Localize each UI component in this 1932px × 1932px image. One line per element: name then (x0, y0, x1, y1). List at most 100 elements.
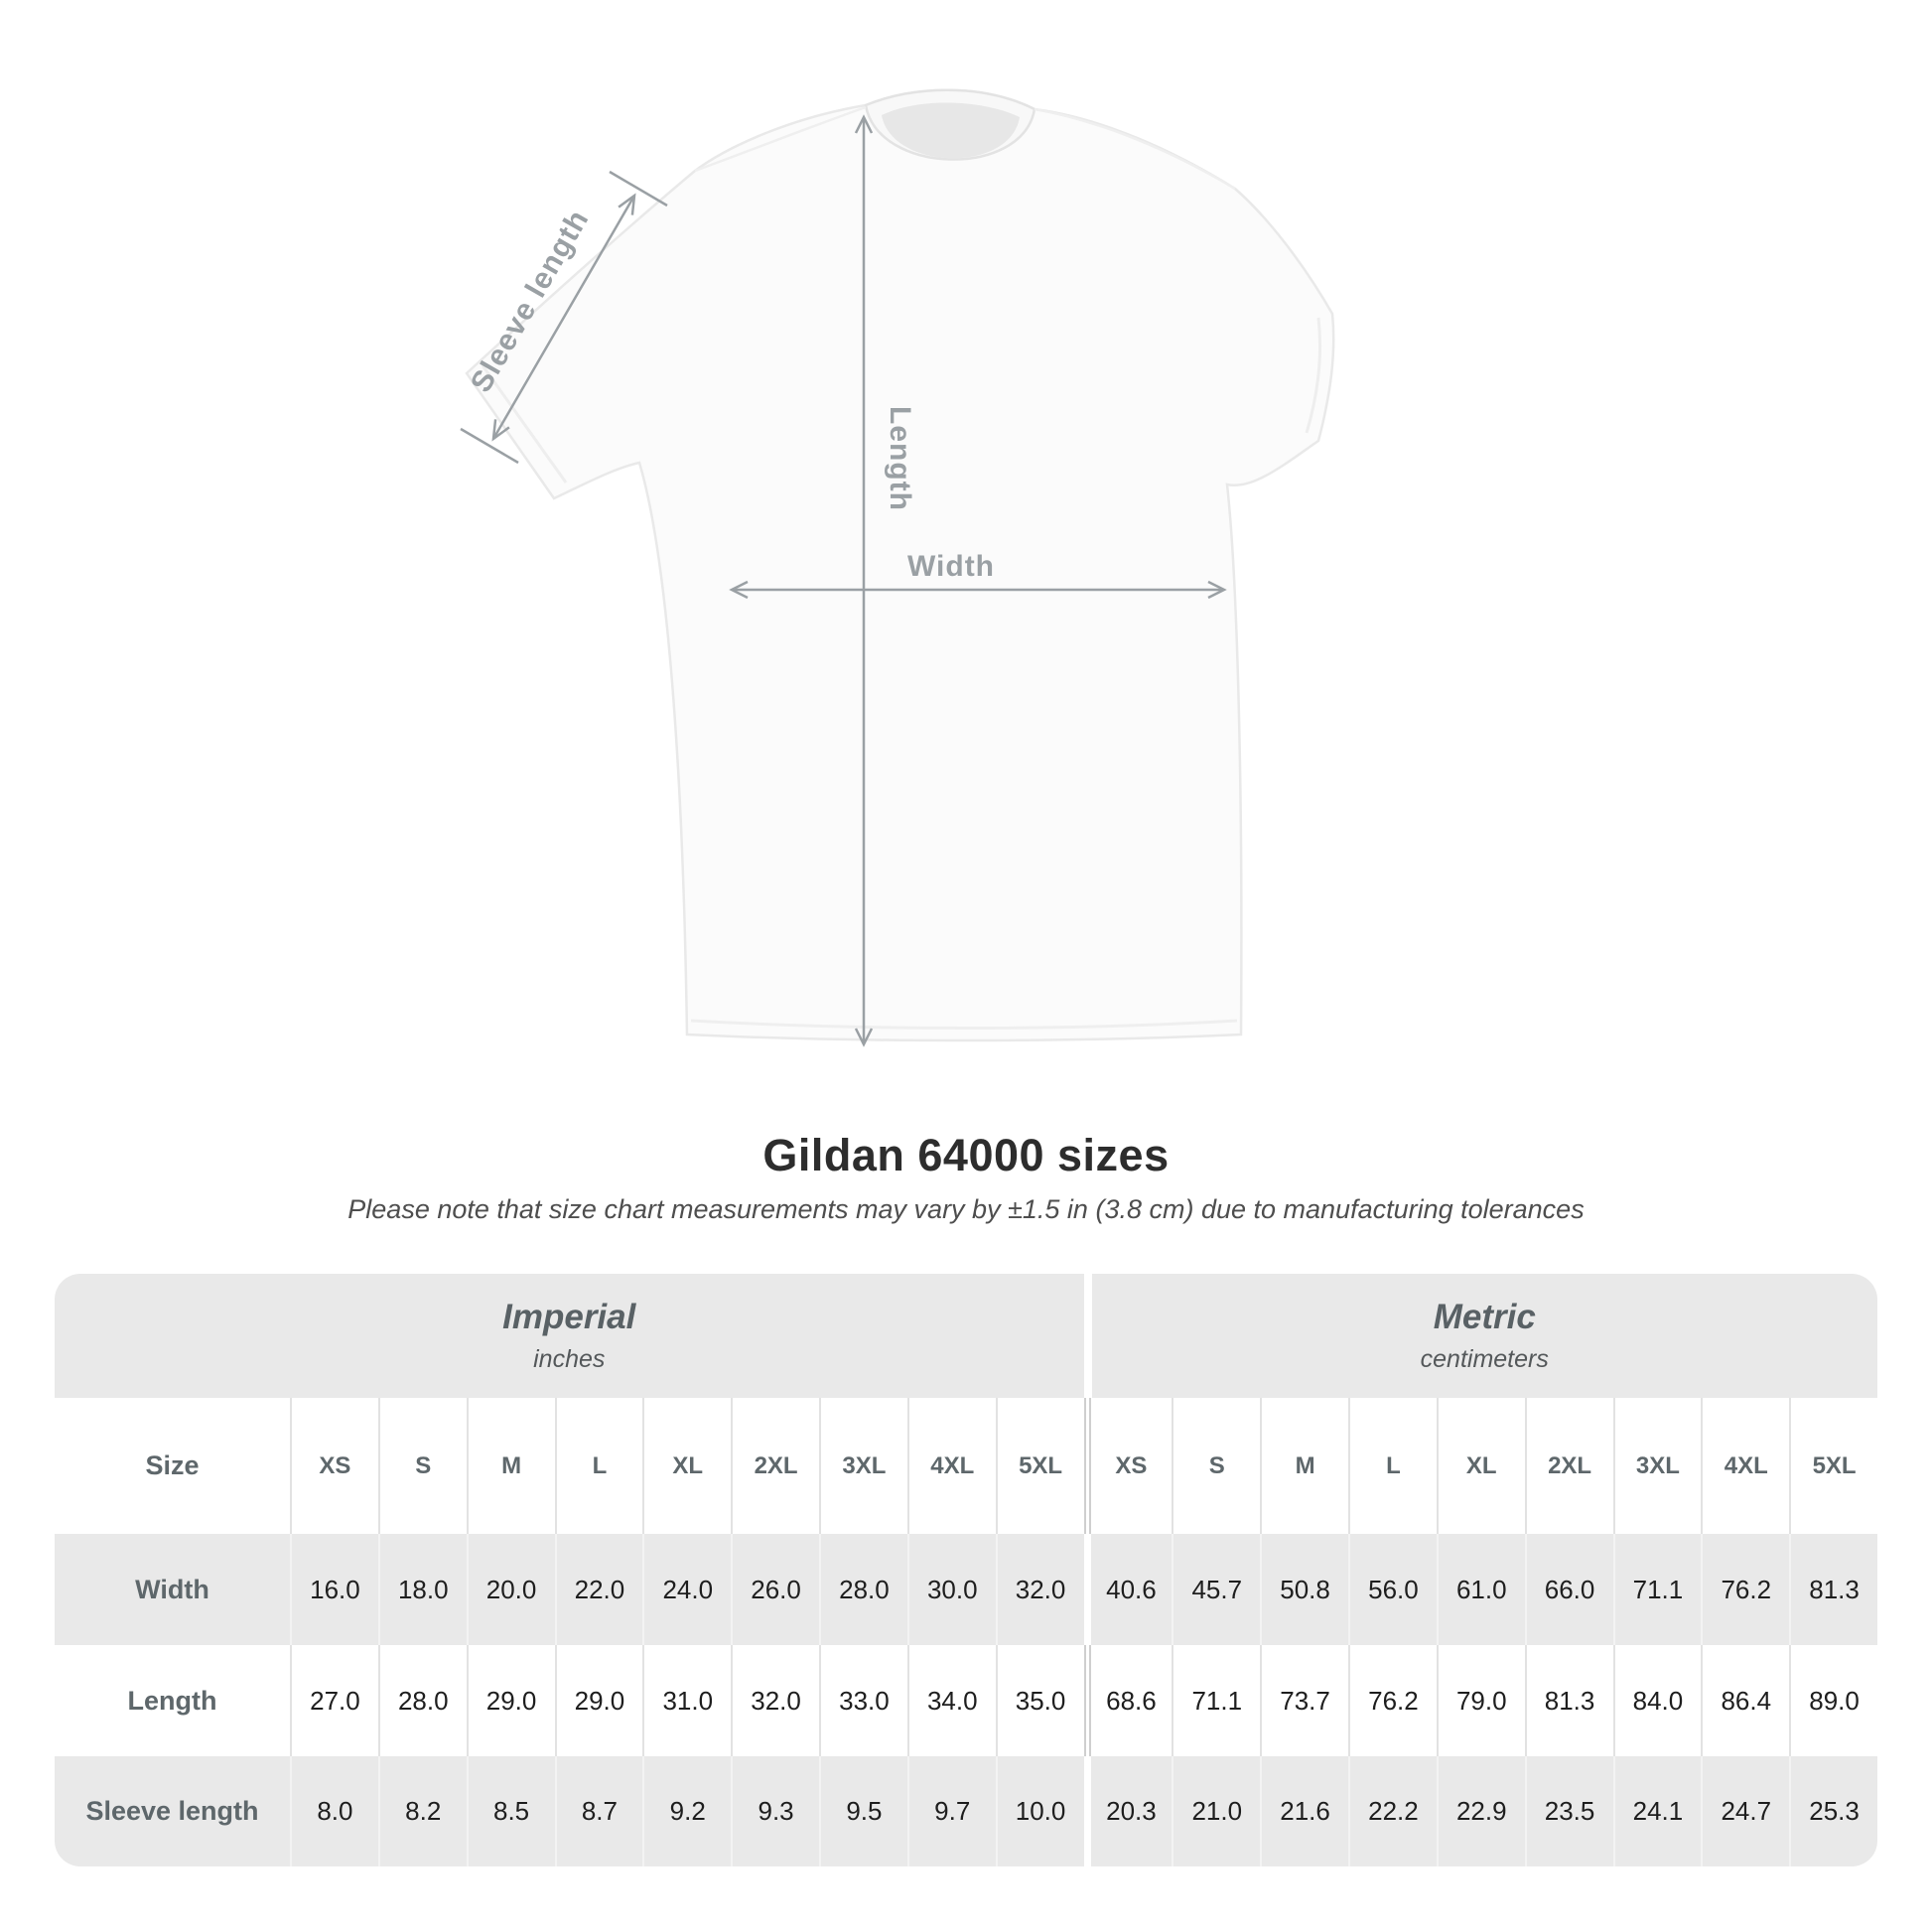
arrowhead-down (854, 1028, 874, 1047)
arrowhead-up-right (618, 193, 636, 215)
length-imperial-xl: 31.0 (642, 1645, 732, 1756)
length-annotation: Length (854, 114, 916, 1047)
width-imperial-l: 22.0 (554, 1534, 643, 1645)
end-cap-top (609, 170, 668, 207)
metric-band: Metric centimeters (1083, 1274, 1877, 1398)
size-header-metric-4xl: 4XL (1701, 1398, 1790, 1534)
width-metric-3xl: 71.1 (1612, 1534, 1702, 1645)
tshirt-illustration (465, 88, 1335, 1042)
length-metric-2xl: 81.3 (1524, 1645, 1613, 1756)
sleeve-length-imperial-5xl: 10.0 (995, 1756, 1084, 1866)
width-imperial-3xl: 28.0 (819, 1534, 907, 1645)
sleeve-length-metric-5xl: 25.3 (1789, 1756, 1877, 1866)
width-metric-l: 56.0 (1348, 1534, 1437, 1645)
width-metric-s: 45.7 (1172, 1534, 1261, 1645)
sleeve-length-imperial-4xl: 9.7 (906, 1756, 996, 1866)
width-metric-xl: 61.0 (1436, 1534, 1525, 1645)
size-header-imperial-xs: XS (290, 1398, 378, 1534)
size-header-metric-5xl: 5XL (1789, 1398, 1877, 1534)
width-imperial-m: 20.0 (466, 1534, 555, 1645)
length-metric-m: 73.7 (1260, 1645, 1348, 1756)
sleeve-length-metric-4xl: 24.7 (1701, 1756, 1790, 1866)
size-header-metric-3xl: 3XL (1612, 1398, 1702, 1534)
imperial-band-title: Imperial (502, 1298, 636, 1336)
sleeve-length-metric-xl: 22.9 (1436, 1756, 1525, 1866)
sleeve-length-metric-m: 21.6 (1260, 1756, 1348, 1866)
tshirt-body (465, 88, 1335, 1042)
arrowhead-up (854, 114, 874, 134)
width-metric-5xl: 81.3 (1789, 1534, 1877, 1645)
width-imperial-4xl: 30.0 (906, 1534, 996, 1645)
width-metric-4xl: 76.2 (1701, 1534, 1790, 1645)
length-metric-l: 76.2 (1348, 1645, 1437, 1756)
size-corner-label: Size (55, 1398, 290, 1534)
length-metric-3xl: 84.0 (1612, 1645, 1702, 1756)
length-imperial-m: 29.0 (466, 1645, 555, 1756)
length-metric-4xl: 86.4 (1701, 1645, 1790, 1756)
length-label: Length (884, 406, 916, 511)
sleeve-length-metric-3xl: 24.1 (1612, 1756, 1702, 1866)
sleeve-length-metric-xs: 20.3 (1083, 1756, 1173, 1866)
size-header-metric-xs: XS (1083, 1398, 1173, 1534)
width-annotation: Width (729, 550, 1227, 600)
size-header-metric-s: S (1172, 1398, 1261, 1534)
sleeve-length-imperial-m: 8.5 (466, 1756, 555, 1866)
width-imperial-2xl: 26.0 (731, 1534, 819, 1645)
size-header-imperial-l: L (554, 1398, 643, 1534)
bottom-hem-seam (690, 1019, 1238, 1030)
end-cap-bottom (460, 427, 519, 465)
sleeve-length-arrow (491, 195, 636, 440)
page-title: Gildan 64000 sizes (762, 1130, 1170, 1180)
arrowhead-right (1207, 580, 1227, 600)
length-imperial-s: 28.0 (377, 1645, 467, 1756)
tshirt-collar-opening (882, 102, 1020, 159)
length-imperial-4xl: 34.0 (906, 1645, 996, 1756)
row-label-length: Length (55, 1645, 290, 1756)
width-imperial-s: 18.0 (377, 1534, 467, 1645)
length-metric-xl: 79.0 (1436, 1645, 1525, 1756)
imperial-band: Imperial inches (55, 1274, 1084, 1398)
size-header-metric-xl: XL (1436, 1398, 1525, 1534)
size-header-metric-l: L (1348, 1398, 1437, 1534)
size-header-metric-m: M (1260, 1398, 1348, 1534)
length-metric-5xl: 89.0 (1789, 1645, 1877, 1756)
shoulder-seam-left (694, 105, 867, 173)
width-imperial-xl: 24.0 (642, 1534, 732, 1645)
size-header-imperial-m: M (466, 1398, 555, 1534)
sleeve-length-imperial-xs: 8.0 (290, 1756, 378, 1866)
arrowhead-left (729, 580, 749, 600)
size-header-imperial-5xl: 5XL (995, 1398, 1084, 1534)
imperial-band-unit: inches (533, 1345, 606, 1373)
arrowhead-down-left (491, 419, 510, 442)
width-metric-2xl: 66.0 (1524, 1534, 1613, 1645)
length-imperial-l: 29.0 (554, 1645, 643, 1756)
sleeve-length-imperial-l: 8.7 (554, 1756, 643, 1866)
sleeve-length-imperial-2xl: 9.3 (731, 1756, 819, 1866)
width-metric-xs: 40.6 (1083, 1534, 1173, 1645)
sleeve-length-imperial-xl: 9.2 (642, 1756, 732, 1866)
shoulder-seam-right (1034, 107, 1236, 191)
size-header-imperial-4xl: 4XL (906, 1398, 996, 1534)
width-metric-m: 50.8 (1260, 1534, 1348, 1645)
row-label-sleeve-length: Sleeve length (55, 1756, 290, 1866)
size-header-metric-2xl: 2XL (1524, 1398, 1613, 1534)
size-table: Imperial inches Metric centimeters Size X… (55, 1274, 1877, 1866)
sleeve-length-imperial-s: 8.2 (377, 1756, 467, 1866)
tshirt-measurement-diagram: Sleeve length Length Width (460, 88, 1335, 1047)
length-metric-s: 71.1 (1172, 1645, 1261, 1756)
size-header-imperial-3xl: 3XL (819, 1398, 907, 1534)
length-metric-xs: 68.6 (1083, 1645, 1173, 1756)
tolerance-note: Please note that size chart measurements… (347, 1194, 1585, 1224)
size-header-imperial-xl: XL (642, 1398, 732, 1534)
width-label: Width (907, 550, 995, 583)
length-imperial-5xl: 35.0 (995, 1645, 1084, 1756)
sleeve-length-metric-l: 22.2 (1348, 1756, 1437, 1866)
sleeve-hem-left (481, 364, 568, 483)
length-imperial-3xl: 33.0 (819, 1645, 907, 1756)
row-label-width: Width (55, 1534, 290, 1645)
width-imperial-xs: 16.0 (290, 1534, 378, 1645)
size-header-imperial-2xl: 2XL (731, 1398, 819, 1534)
sleeve-hem-right (1305, 317, 1321, 434)
length-imperial-xs: 27.0 (290, 1645, 378, 1756)
